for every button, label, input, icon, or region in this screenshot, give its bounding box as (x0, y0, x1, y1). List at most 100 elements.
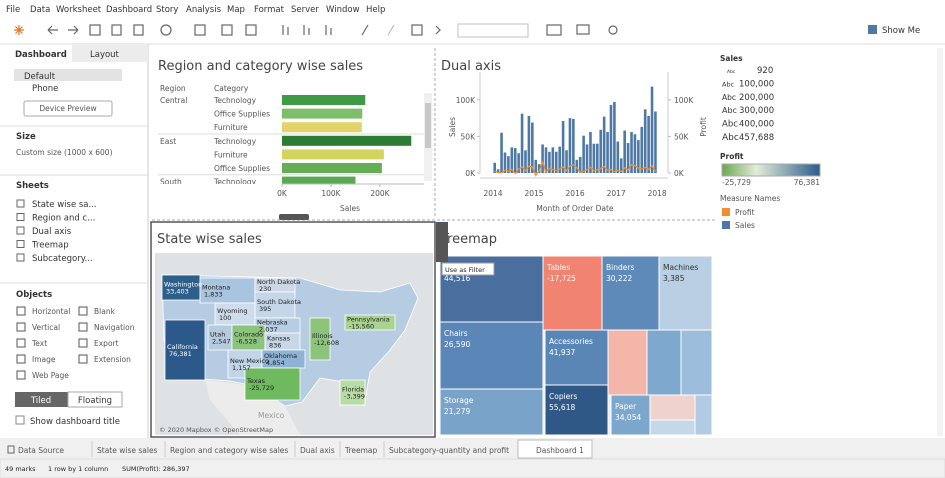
object-item[interactable]: Image (32, 355, 56, 364)
state[interactable] (207, 324, 233, 351)
object-item[interactable]: Horizontal (32, 307, 70, 316)
tile-value: 55,618 (549, 403, 575, 412)
sheet-tab[interactable]: Subcategory-quantity and profit (389, 446, 509, 455)
sales-bar (630, 132, 633, 173)
treemap-tile[interactable] (601, 255, 660, 331)
menu-item[interactable]: Map (227, 5, 245, 15)
sheet-tab[interactable]: Data Source (18, 446, 64, 455)
device-preview-button[interactable] (23, 100, 113, 117)
x-tick-label: 100K (321, 189, 341, 198)
dual-axis-title: Dual axis (441, 59, 501, 74)
legend-entry[interactable]: Profit (735, 208, 755, 217)
menu-item[interactable]: Help (366, 5, 385, 15)
sheet-tab[interactable]: Treemap (344, 446, 378, 455)
show-title-label[interactable]: Show dashboard title (30, 417, 120, 427)
layout-mode[interactable]: Tiled (30, 396, 51, 406)
treemap-tile[interactable] (544, 384, 609, 436)
layout-mode[interactable]: Floating (78, 396, 112, 406)
tiled-button[interactable] (15, 392, 68, 407)
sheet-tab[interactable]: Dashboard 1 (536, 446, 584, 455)
size-label: 400,000 (739, 120, 774, 130)
object-item[interactable]: Navigation (94, 323, 135, 332)
bar (282, 149, 384, 160)
active-tab[interactable] (517, 439, 593, 459)
region-label: East (160, 137, 176, 146)
legend-entry[interactable]: Sales (735, 221, 755, 230)
menu-item[interactable]: Format (254, 5, 285, 15)
tile-name: Tables (546, 263, 570, 272)
menu-item[interactable]: Dashboard (106, 5, 152, 15)
sheet-item[interactable]: Subcategory... (32, 254, 93, 264)
section-heading: Sheets (16, 181, 49, 191)
treemap-tile[interactable] (658, 255, 713, 331)
object-item[interactable]: Vertical (32, 323, 60, 332)
object-item[interactable]: Text (31, 339, 47, 348)
sheet-item[interactable]: State wise sa... (32, 200, 97, 210)
scroll-thumb[interactable] (425, 103, 431, 148)
menu-item[interactable]: Story (156, 5, 178, 15)
panel-tab[interactable]: Dashboard (15, 50, 67, 60)
state[interactable] (344, 314, 396, 331)
sales-bar (510, 147, 514, 173)
state-name: Oklahoma (264, 352, 297, 360)
section-heading: Size (16, 132, 36, 142)
sheet-tab[interactable]: State wise sales (97, 446, 158, 455)
state[interactable] (244, 367, 301, 401)
sheet-item[interactable]: Dual axis (32, 227, 72, 237)
menu-item[interactable]: Worksheet (56, 5, 102, 15)
section-dividers (0, 125, 148, 284)
drag-handle[interactable] (279, 214, 309, 220)
legend-swatch (722, 208, 730, 216)
state[interactable] (231, 324, 266, 351)
state[interactable] (199, 277, 256, 304)
size-glyph: Abc (727, 69, 736, 75)
sheet-tab[interactable]: Dual axis (300, 446, 335, 455)
status-bar (0, 458, 945, 478)
sheet-item[interactable]: Region and c... (32, 214, 95, 224)
state-value: 4,854 (266, 359, 285, 367)
sheet-tools[interactable] (436, 222, 448, 262)
menu-item[interactable]: Analysis (186, 5, 222, 15)
treemap-tile[interactable] (610, 394, 651, 436)
show-me[interactable]: Show Me (882, 26, 920, 36)
tile-value: 30,222 (606, 274, 632, 283)
category-label: Furniture (214, 150, 248, 159)
menu-item[interactable]: Data (30, 5, 50, 15)
device[interactable]: Default (24, 72, 56, 82)
sheet-item[interactable]: Treemap (31, 241, 69, 251)
object-item[interactable]: Export (94, 339, 119, 348)
menu-item[interactable]: File (6, 5, 20, 15)
floating-button[interactable] (67, 391, 123, 408)
panel-tab[interactable]: Layout (90, 50, 120, 60)
ramp-min: -25,729 (722, 178, 751, 187)
tooltip: Use as Filter (445, 266, 485, 274)
tile-name: Chairs (444, 329, 468, 338)
sheet-icon (16, 213, 25, 221)
profit-color-ramp (721, 163, 821, 177)
dashboard-tab[interactable] (0, 45, 72, 62)
state[interactable] (164, 319, 206, 381)
object-icon (16, 322, 26, 332)
object-item[interactable]: Blank (94, 307, 116, 316)
show-title-checkbox[interactable] (15, 415, 25, 425)
object-item[interactable]: Extension (94, 355, 131, 364)
state[interactable] (309, 317, 331, 361)
state[interactable] (339, 379, 366, 406)
sheet-tab[interactable]: Region and category wise sales (170, 446, 288, 455)
device[interactable]: Phone (32, 84, 58, 94)
object-item[interactable]: Web Page (32, 371, 69, 380)
sales-bar (517, 153, 520, 173)
canvas-scrollbar[interactable] (937, 48, 943, 436)
state[interactable] (161, 274, 201, 301)
treemap-tile[interactable] (439, 388, 544, 436)
status-item: 1 row by 1 column (48, 465, 108, 473)
sales-bar (531, 122, 534, 173)
tile-name: Binders (606, 263, 634, 272)
sales-bar (643, 109, 647, 173)
size-value[interactable]: Custom size (1000 x 600) (16, 148, 113, 157)
layout-tab[interactable] (72, 45, 148, 62)
menu-item[interactable]: Server (291, 5, 319, 15)
sales-bar (606, 132, 609, 173)
state-value: -3,399 (344, 393, 365, 401)
menu-item[interactable]: Window (326, 5, 360, 15)
